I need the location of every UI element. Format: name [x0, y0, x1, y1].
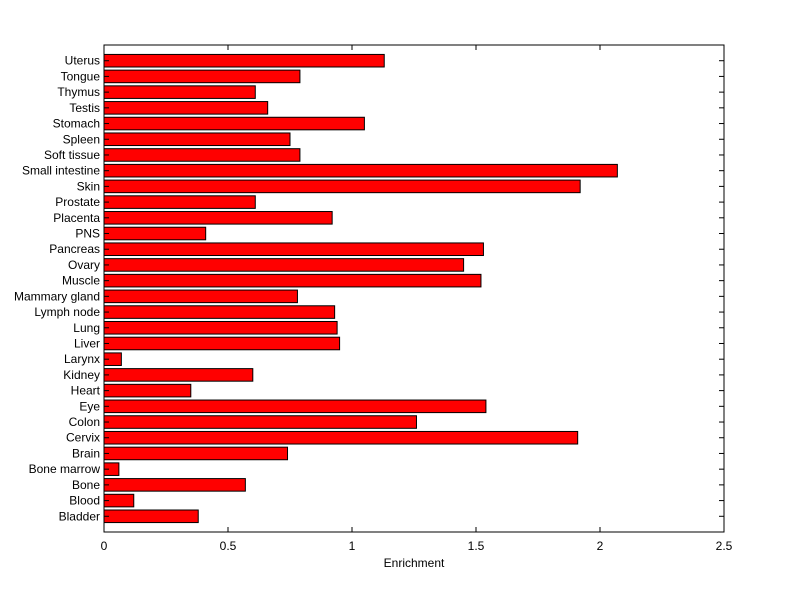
bar-mammary-gland [103, 289, 298, 304]
bar-testis [103, 101, 269, 115]
y-tick-label: Mammary gland [14, 289, 100, 303]
bar-liver [103, 336, 341, 351]
x-axis-label: Enrichment [384, 556, 445, 570]
y-tick-label: Muscle [62, 274, 100, 288]
y-tick-label: Lymph node [34, 305, 100, 319]
bar-kidney [103, 368, 254, 382]
y-tick-label: Cervix [66, 431, 100, 445]
y-tick-label: Small intestine [22, 164, 100, 178]
bar-stomach [103, 116, 365, 131]
y-tick-label: Bone [72, 478, 100, 492]
bar-brain [103, 446, 289, 461]
y-tick-label: Liver [74, 336, 100, 350]
y-tick-label: Bone marrow [29, 462, 101, 476]
y-tick-label: Skin [77, 179, 100, 193]
y-tick-label: Colon [69, 415, 100, 429]
bar-placenta [103, 211, 333, 225]
y-tick-label: Kidney [63, 368, 100, 382]
y-tick-label: Testis [69, 101, 100, 115]
x-tick-label: 1 [349, 539, 356, 553]
y-tick-label: Blood [69, 494, 100, 508]
y-tick-label: Stomach [53, 117, 100, 131]
y-tick-label: Thymus [57, 85, 100, 99]
bar-pancreas [103, 242, 484, 257]
bar-prostate [103, 195, 256, 209]
bar-lymph-node [103, 305, 336, 319]
bar-tongue [103, 69, 301, 84]
bar-thymus [103, 85, 256, 99]
bar-soft-tissue [103, 148, 301, 162]
x-tick-label: 1.5 [468, 539, 485, 553]
y-tick-label: Prostate [55, 195, 100, 209]
bar-bone [103, 478, 246, 492]
y-tick-label: PNS [75, 227, 100, 241]
ticks-group [103, 45, 725, 532]
bar-cervix [103, 430, 579, 445]
x-tick-label: 0.5 [220, 539, 237, 553]
bar-spleen [103, 132, 291, 147]
bar-heart [103, 383, 192, 398]
bar-small-intestine [103, 163, 618, 178]
bar-uterus [103, 53, 385, 68]
bar-bladder [103, 509, 199, 524]
y-tick-label: Larynx [64, 352, 100, 366]
bar-muscle [103, 273, 482, 288]
y-tick-label: Spleen [63, 132, 100, 146]
y-tick-label: Ovary [68, 258, 100, 272]
bar-colon [103, 415, 417, 429]
bars-group [103, 53, 618, 524]
y-tick-label: Uterus [65, 54, 100, 68]
y-tick-label: Soft tissue [44, 148, 100, 162]
bar-eye [103, 399, 487, 414]
x-tick-label: 0 [101, 539, 108, 553]
y-tick-label: Lung [73, 321, 100, 335]
y-tick-label: Brain [72, 446, 100, 460]
y-tick-label: Eye [79, 399, 100, 413]
y-tick-label: Placenta [53, 211, 100, 225]
bar-pns [103, 226, 207, 241]
x-tick-label: 2 [597, 539, 604, 553]
bar-skin [103, 179, 581, 194]
plot-area-frame [103, 44, 725, 533]
x-tick-label: 2.5 [716, 539, 733, 553]
y-tick-label: Pancreas [49, 242, 100, 256]
y-tick-label: Bladder [59, 509, 100, 523]
y-tick-label: Tongue [61, 69, 101, 83]
bar-lung [103, 320, 338, 335]
bar-ovary [103, 258, 465, 272]
y-tick-label: Heart [71, 384, 101, 398]
